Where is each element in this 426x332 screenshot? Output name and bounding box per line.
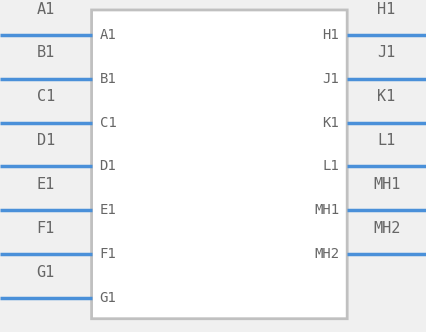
Text: MH1: MH1 bbox=[373, 177, 400, 192]
Text: G1: G1 bbox=[100, 291, 116, 305]
Text: B1: B1 bbox=[100, 72, 116, 86]
Text: A1: A1 bbox=[100, 28, 116, 42]
Text: E1: E1 bbox=[100, 203, 116, 217]
Text: C1: C1 bbox=[37, 89, 55, 104]
Text: F1: F1 bbox=[37, 221, 55, 236]
Text: H1: H1 bbox=[322, 28, 339, 42]
Text: H1: H1 bbox=[377, 2, 396, 17]
Text: L1: L1 bbox=[377, 133, 396, 148]
Text: J1: J1 bbox=[322, 72, 339, 86]
Text: MH2: MH2 bbox=[314, 247, 339, 261]
Text: MH2: MH2 bbox=[373, 221, 400, 236]
Text: K1: K1 bbox=[377, 89, 396, 104]
Text: B1: B1 bbox=[37, 45, 55, 60]
Text: C1: C1 bbox=[100, 116, 116, 129]
Text: A1: A1 bbox=[37, 2, 55, 17]
Text: K1: K1 bbox=[322, 116, 339, 129]
Text: F1: F1 bbox=[100, 247, 116, 261]
Text: D1: D1 bbox=[37, 133, 55, 148]
Text: G1: G1 bbox=[37, 265, 55, 280]
Text: MH1: MH1 bbox=[314, 203, 339, 217]
Text: J1: J1 bbox=[377, 45, 396, 60]
Text: D1: D1 bbox=[100, 159, 116, 173]
Text: L1: L1 bbox=[322, 159, 339, 173]
Text: E1: E1 bbox=[37, 177, 55, 192]
FancyBboxPatch shape bbox=[92, 10, 347, 319]
